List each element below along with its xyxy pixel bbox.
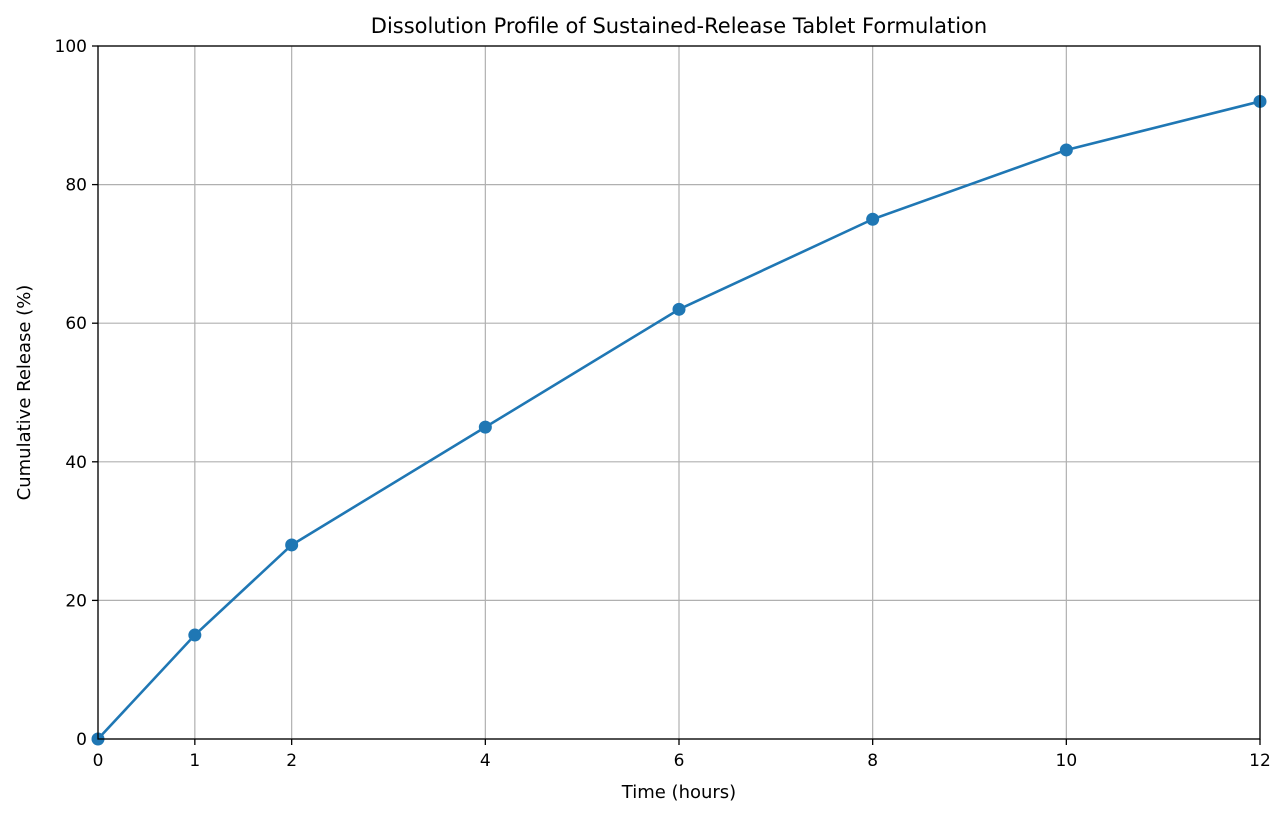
y-tick-label: 40	[65, 453, 87, 473]
data-point	[866, 212, 880, 226]
x-tick-label: 12	[1249, 751, 1271, 771]
y-tick-label: 60	[65, 314, 87, 334]
x-tick-label: 6	[674, 751, 685, 771]
data-point	[672, 302, 686, 316]
data-point	[478, 420, 492, 434]
x-tick-label: 8	[867, 751, 878, 771]
y-tick-label: 20	[65, 591, 87, 611]
x-tick-label: 2	[286, 751, 297, 771]
data-point	[188, 628, 202, 642]
series-line	[97, 100, 1261, 740]
data-point	[1059, 143, 1073, 157]
y-axis-label: Cumulative Release (%)	[14, 285, 35, 501]
chart-title: Dissolution Profile of Sustained-Release…	[371, 14, 987, 38]
plot-frame	[97, 45, 1261, 740]
data-point	[285, 538, 299, 552]
x-tick-label: 1	[189, 751, 200, 771]
x-tick-label: 10	[1056, 751, 1078, 771]
y-tick-label: 80	[65, 176, 87, 196]
grid-lines	[97, 45, 1261, 740]
x-tick-label: 0	[93, 751, 104, 771]
y-tick-label: 0	[76, 730, 87, 750]
x-tick-label: 4	[480, 751, 491, 771]
x-axis-label: Time (hours)	[621, 782, 736, 803]
y-tick-label: 100	[55, 37, 87, 57]
